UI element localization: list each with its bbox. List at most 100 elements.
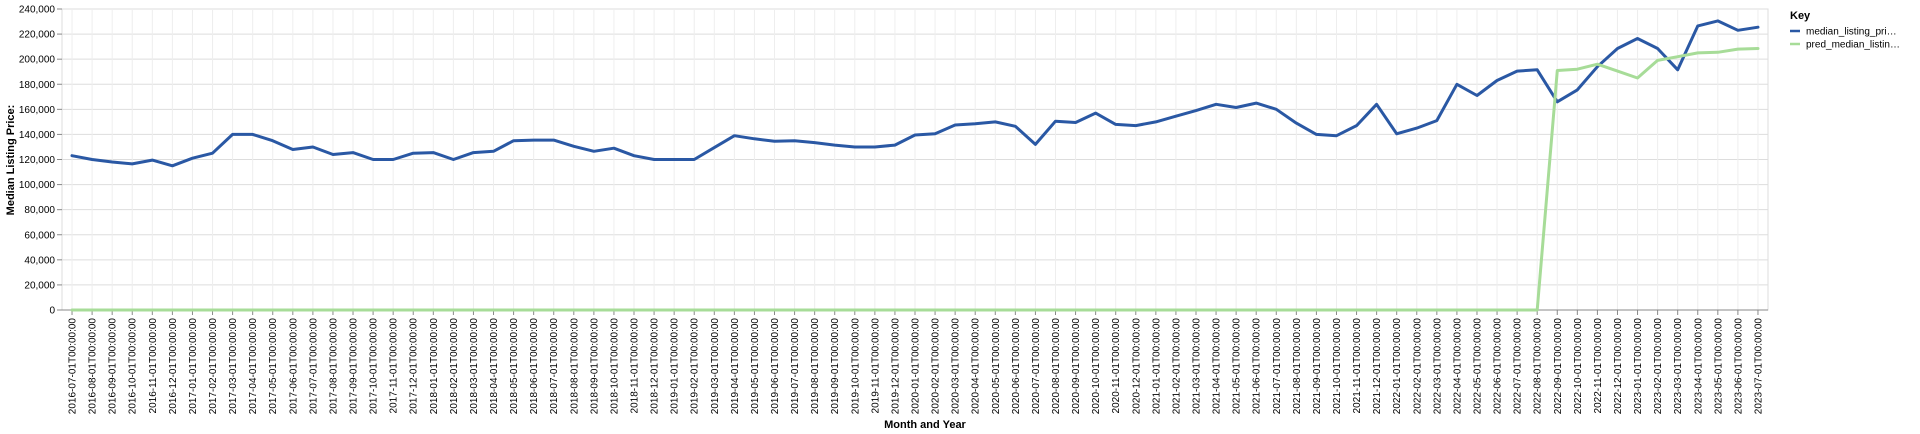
x-tick-label: 2019-08-01T00:00:00 <box>810 318 821 415</box>
x-tick-label: 2023-05-01T00:00:00 <box>1713 318 1724 415</box>
x-tick-label: 2017-12-01T00:00:00 <box>409 318 420 415</box>
x-tick-label: 2022-11-01T00:00:00 <box>1593 318 1604 414</box>
x-tick-label: 2021-02-01T00:00:00 <box>1171 318 1182 415</box>
x-tick-label: 2022-12-01T00:00:00 <box>1613 318 1624 415</box>
x-tick-label: 2020-05-01T00:00:00 <box>991 318 1002 415</box>
x-tick-label: 2021-06-01T00:00:00 <box>1252 318 1263 415</box>
y-tick-label: 40,000 <box>24 255 55 266</box>
x-tick-label: 2019-12-01T00:00:00 <box>890 318 901 415</box>
x-tick-label: 2020-01-01T00:00:00 <box>911 318 922 415</box>
y-tick-label: 140,000 <box>19 130 56 141</box>
x-tick-label: 2023-07-01T00:00:00 <box>1753 318 1764 415</box>
x-tick-label: 2023-02-01T00:00:00 <box>1653 318 1664 415</box>
x-tick-label: 2022-06-01T00:00:00 <box>1493 318 1504 415</box>
series-line-0 <box>70 19 1760 168</box>
x-tick-label: 2017-01-01T00:00:00 <box>188 318 199 415</box>
x-tick-label: 2018-12-01T00:00:00 <box>650 318 661 415</box>
x-tick-label: 2019-02-01T00:00:00 <box>690 318 701 415</box>
x-tick-label: 2020-08-01T00:00:00 <box>1051 318 1062 415</box>
y-axis-title: Median Listing Price: <box>5 105 17 216</box>
x-tick-label: 2018-06-01T00:00:00 <box>529 318 540 415</box>
x-tick-label: 2020-02-01T00:00:00 <box>931 318 942 415</box>
y-tick-label: 240,000 <box>19 5 56 16</box>
x-tick-label: 2018-02-01T00:00:00 <box>449 318 460 415</box>
x-tick-label: 2023-03-01T00:00:00 <box>1673 318 1684 415</box>
x-tick-label: 2016-09-01T00:00:00 <box>108 318 119 415</box>
x-tick-label: 2018-10-01T00:00:00 <box>609 318 620 415</box>
x-tick-label: 2023-04-01T00:00:00 <box>1693 318 1704 415</box>
y-tick-label: 180,000 <box>19 80 56 91</box>
legend: Key median_listing_pri… pred_median_listi… <box>1790 10 1900 51</box>
x-tick-label: 2020-04-01T00:00:00 <box>971 318 982 415</box>
series-lines <box>70 19 1760 312</box>
x-tick-label: 2017-02-01T00:00:00 <box>208 318 219 415</box>
y-axis: 0 20,000 40,000 60,000 80,000 100,000 120,000 1… <box>19 5 62 317</box>
x-tick-label: 2020-03-01T00:00:00 <box>951 318 962 415</box>
x-tick-label: 2021-07-01T00:00:00 <box>1272 318 1283 415</box>
x-tick-label: 2022-10-01T00:00:00 <box>1573 318 1584 415</box>
x-tick-label: 2023-01-01T00:00:00 <box>1633 318 1644 415</box>
series-line-1 <box>70 47 1760 312</box>
y-tick-label: 60,000 <box>24 230 55 241</box>
x-tick-label: 2019-09-01T00:00:00 <box>830 318 841 415</box>
y-tick-label: 220,000 <box>19 30 56 41</box>
legend-label: median_listing_pri… <box>1806 27 1897 38</box>
x-tick-label: 2019-10-01T00:00:00 <box>850 318 861 415</box>
y-tick-label: 160,000 <box>19 105 56 116</box>
x-tick-label: 2016-10-01T00:00:00 <box>128 318 139 415</box>
x-tick-label: 2020-06-01T00:00:00 <box>1011 318 1022 415</box>
x-tick-label: 2021-05-01T00:00:00 <box>1232 318 1243 415</box>
y-tick-label: 80,000 <box>24 205 55 216</box>
x-tick-label: 2016-12-01T00:00:00 <box>168 318 179 415</box>
x-tick-label: 2016-11-01T00:00:00 <box>148 318 159 414</box>
x-tick-label: 2019-05-01T00:00:00 <box>750 318 761 415</box>
x-tick-label: 2021-03-01T00:00:00 <box>1191 318 1202 415</box>
x-tick-label: 2022-03-01T00:00:00 <box>1432 318 1443 415</box>
x-tick-label: 2017-05-01T00:00:00 <box>268 318 279 415</box>
x-tick-label: 2021-01-01T00:00:00 <box>1151 318 1162 415</box>
y-tick-label: 0 <box>49 306 55 317</box>
x-tick-label: 2016-08-01T00:00:00 <box>88 318 99 415</box>
x-tick-label: 2022-07-01T00:00:00 <box>1513 318 1524 415</box>
grid-lines <box>61 8 1769 311</box>
x-tick-label: 2017-06-01T00:00:00 <box>288 318 299 415</box>
x-tick-label: 2019-11-01T00:00:00 <box>870 318 881 414</box>
y-tick-label: 100,000 <box>19 180 56 191</box>
x-tick-label: 2017-03-01T00:00:00 <box>228 318 239 415</box>
x-tick-label: 2017-10-01T00:00:00 <box>369 318 380 415</box>
x-tick-label: 2022-09-01T00:00:00 <box>1553 318 1564 415</box>
x-tick-label: 2017-08-01T00:00:00 <box>328 318 339 415</box>
legend-label: pred_median_listin… <box>1806 40 1900 51</box>
x-tick-label: 2020-09-01T00:00:00 <box>1071 318 1082 415</box>
x-tick-label: 2021-04-01T00:00:00 <box>1212 318 1223 415</box>
x-tick-label: 2019-07-01T00:00:00 <box>790 318 801 415</box>
x-tick-label: 2022-08-01T00:00:00 <box>1533 318 1544 415</box>
y-tick-label: 20,000 <box>24 280 55 291</box>
x-tick-label: 2020-11-01T00:00:00 <box>1111 318 1122 414</box>
x-tick-label: 2021-08-01T00:00:00 <box>1292 318 1303 415</box>
x-tick-label: 2018-01-01T00:00:00 <box>429 318 440 415</box>
x-tick-label: 2017-04-01T00:00:00 <box>248 318 259 415</box>
x-tick-label: 2022-05-01T00:00:00 <box>1472 318 1483 415</box>
y-tick-label: 200,000 <box>19 55 56 66</box>
x-tick-label: 2021-09-01T00:00:00 <box>1312 318 1323 415</box>
x-tick-label: 2018-07-01T00:00:00 <box>549 318 560 415</box>
x-tick-label: 2020-07-01T00:00:00 <box>1031 318 1042 415</box>
x-tick-label: 2017-09-01T00:00:00 <box>349 318 360 415</box>
x-tick-label: 2022-04-01T00:00:00 <box>1452 318 1463 415</box>
x-tick-label: 2019-01-01T00:00:00 <box>670 318 681 415</box>
x-axis: 2016-07-01T00:00:00 2016-08-01T00:00:00 20… <box>62 309 1768 415</box>
x-tick-label: 2021-10-01T00:00:00 <box>1332 318 1343 415</box>
x-tick-label: 2018-04-01T00:00:00 <box>489 318 500 415</box>
x-tick-label: 2018-05-01T00:00:00 <box>509 318 520 415</box>
x-tick-label: 2023-06-01T00:00:00 <box>1733 318 1744 415</box>
x-tick-label: 2019-03-01T00:00:00 <box>710 318 721 415</box>
x-tick-label: 2022-02-01T00:00:00 <box>1412 318 1423 415</box>
legend-title: Key <box>1790 10 1811 22</box>
x-axis-title: Month and Year <box>884 419 966 431</box>
x-tick-label: 2020-10-01T00:00:00 <box>1091 318 1102 415</box>
x-tick-label: 2021-11-01T00:00:00 <box>1352 318 1363 414</box>
x-tick-label: 2018-08-01T00:00:00 <box>569 318 580 415</box>
y-tick-label: 120,000 <box>19 155 56 166</box>
